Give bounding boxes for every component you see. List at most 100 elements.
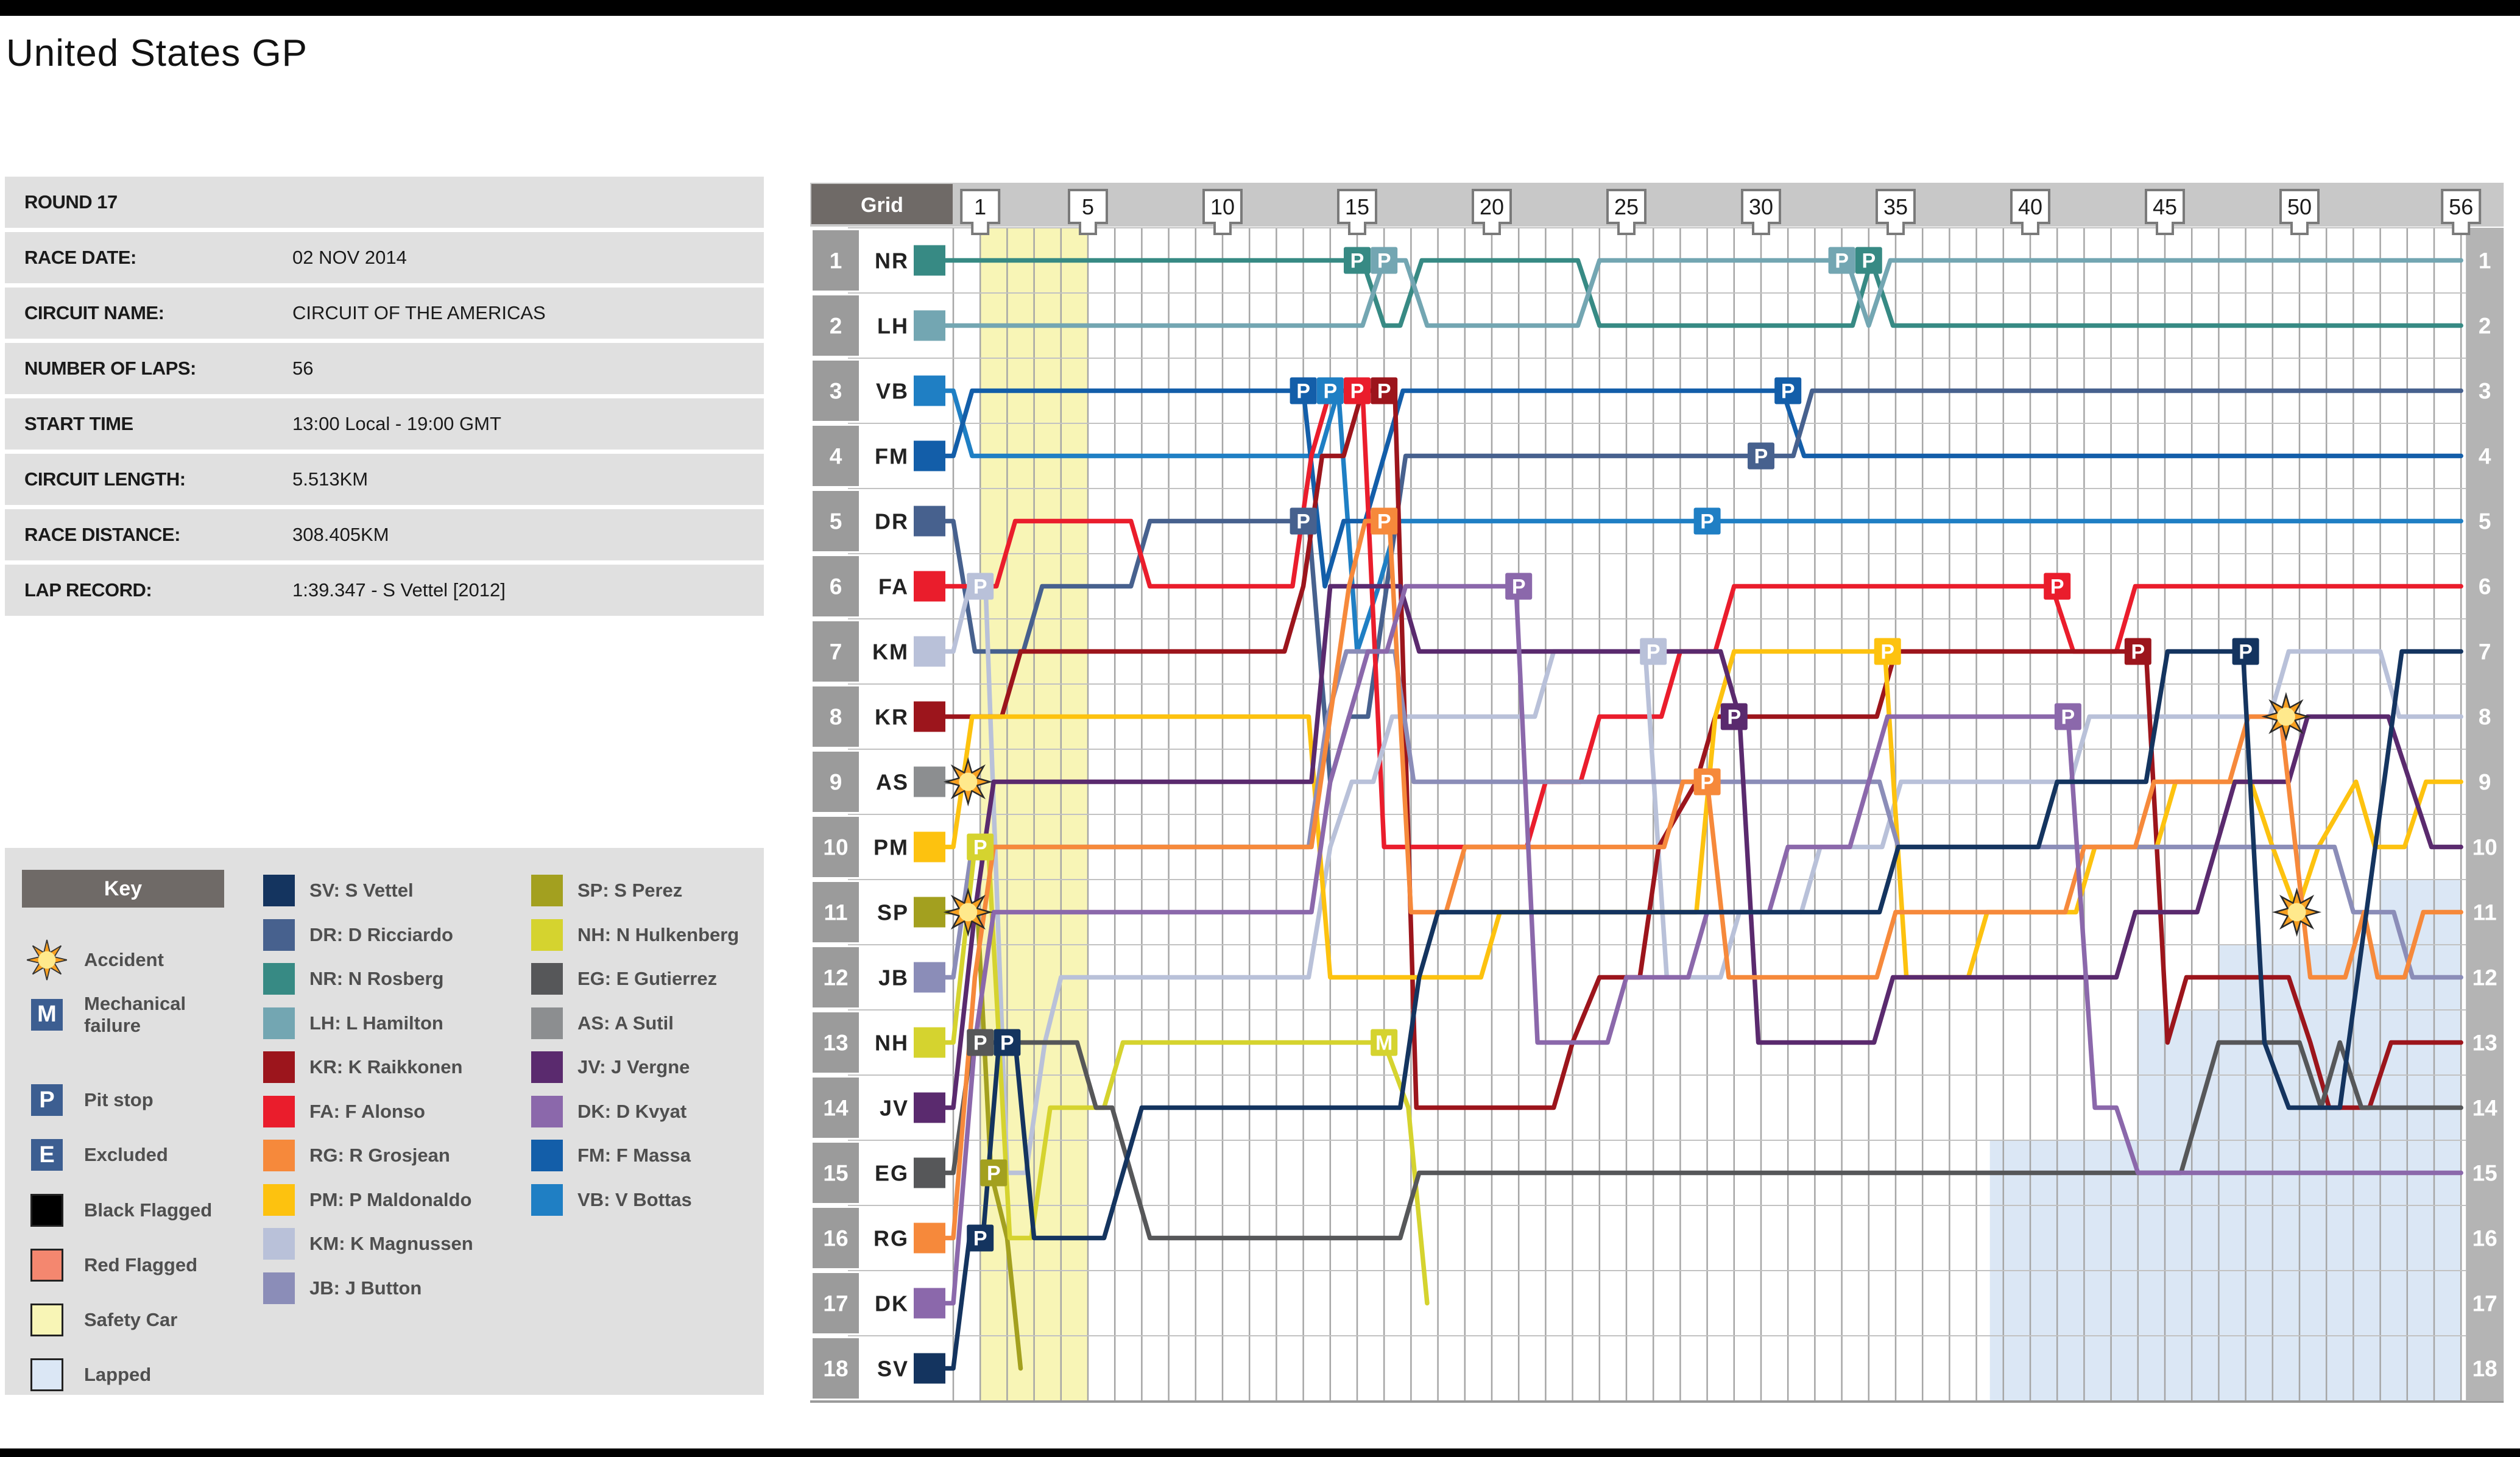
row-driver-code-sp: SP [877, 900, 909, 925]
lap-tick-tab-50 [2279, 189, 2320, 235]
legend-driver-label: LH: L Hamilton [309, 1012, 443, 1034]
key-item-pit-stop: P Pit stop [27, 1084, 154, 1116]
driver-color-swatch [263, 1051, 295, 1083]
info-label: RACE DISTANCE: [24, 524, 180, 545]
driver-color-swatch [263, 1140, 295, 1171]
left-position-box [813, 556, 859, 616]
row-driver-code-dr: DR [875, 509, 909, 534]
row-driver-code-jb: JB [878, 965, 909, 990]
legend-driver-label: JB: J Button [309, 1277, 422, 1299]
row-driver-code-rg: RG [874, 1226, 909, 1251]
badge-letter: P [1754, 445, 1768, 468]
legend-driver-label: RG: R Grosjean [309, 1145, 450, 1166]
right-position-number: 7 [2479, 640, 2491, 665]
driver-color-swatch [531, 1007, 563, 1039]
chart-header-bar [810, 183, 2504, 227]
lap-tick-tab-10 [1202, 189, 1243, 235]
lap-tick-label: 15 [1345, 194, 1369, 219]
badge-letter: P [1377, 380, 1391, 403]
legend-driver-label: SP: S Perez [577, 880, 683, 901]
row-driver-code-lh: LH [877, 314, 909, 339]
badge-letter: M [1375, 1032, 1392, 1055]
legend-driver-label: KM: K Magnussen [309, 1233, 473, 1254]
lap-tick-tab-1 [960, 189, 1001, 235]
badge-letter: P [1700, 510, 1714, 534]
lap-tick-tab-56 [2441, 189, 2482, 235]
row-driver-swatch-dr [914, 506, 945, 537]
right-position-number: 12 [2472, 965, 2497, 990]
legend-driver-label: EG: E Gutierrez [577, 968, 718, 989]
left-position-box [813, 817, 859, 877]
driver-color-swatch [531, 1140, 563, 1171]
swatch-icon [27, 1304, 67, 1336]
legend-driver-jb: JB: J Button [263, 1272, 422, 1304]
right-position-number: 17 [2472, 1291, 2497, 1316]
left-position-box [813, 947, 859, 1007]
legend-driver-label: JV: J Vergne [577, 1056, 690, 1078]
key-item-safety-car: Safety Car [27, 1304, 177, 1336]
right-position-number: 13 [2472, 1031, 2497, 1056]
legend-driver-label: FA: F Alonso [309, 1100, 425, 1122]
pit-badge-fa [1344, 377, 1371, 404]
info-value: CIRCUIT OF THE AMERICAS [292, 302, 546, 323]
badge-letter: P [1377, 250, 1391, 273]
legend-driver-label: FM: F Massa [577, 1145, 691, 1166]
row-driver-swatch-fa [914, 571, 945, 602]
row-driver-swatch-sp [914, 897, 945, 928]
accident-icon [27, 938, 67, 982]
driver-color-swatch [531, 1184, 563, 1216]
key-item-label: Excluded [84, 1144, 168, 1166]
legend-driver-lh: LH: L Hamilton [263, 1007, 443, 1039]
legend-driver-fm: FM: F Massa [531, 1140, 691, 1171]
bottom-black-bar [0, 1448, 2520, 1457]
left-position-number: 7 [830, 640, 842, 665]
pit-badge-sp [980, 1159, 1008, 1187]
row-driver-code-fm: FM [875, 444, 909, 469]
key-item-label: Accident [84, 949, 164, 971]
lap-tick-tab-45 [2145, 189, 2185, 235]
left-position-box [813, 1078, 859, 1138]
badge-letter: P [2239, 641, 2253, 664]
row-driver-code-nr: NR [875, 249, 909, 273]
pit-badge-dr [1290, 507, 1317, 535]
status-swatch-icon [30, 1304, 63, 1336]
legend-driver-kr: KR: K Raikkonen [263, 1051, 462, 1083]
left-position-box [813, 686, 859, 747]
legend-driver-km: KM: K Magnussen [263, 1228, 473, 1260]
info-label: CIRCUIT NAME: [24, 302, 164, 323]
right-position-number: 18 [2472, 1356, 2497, 1381]
info-label: RACE DATE: [24, 247, 136, 268]
lap-tick-label: 40 [2018, 194, 2042, 219]
right-position-number: 5 [2479, 509, 2491, 534]
row-driver-swatch-as [914, 766, 945, 797]
row-driver-swatch-rg [914, 1222, 945, 1254]
pit-badge-vb [1693, 507, 1721, 535]
left-position-box [813, 491, 859, 551]
pit-badge-sv [967, 1224, 994, 1252]
left-position-number: 13 [823, 1031, 848, 1056]
pit-badge-fa [2044, 573, 2071, 600]
legend-driver-label: DK: D Kvyat [577, 1100, 687, 1122]
pit-badge-kr [2124, 638, 2151, 665]
key-item-lapped: Lapped [27, 1358, 151, 1391]
left-position-number: 15 [823, 1161, 848, 1186]
right-position-number: 6 [2479, 574, 2491, 599]
badge-letter: P [1512, 576, 1526, 599]
mechanical-badge-nh [1371, 1029, 1398, 1056]
accident-sun-icon [27, 939, 67, 981]
key-item-label: Safety Car [84, 1309, 178, 1331]
pit-badge-icon: P [31, 1084, 63, 1116]
badge-letter: P [1781, 380, 1795, 403]
key-item-mechanical-failure: M Mechanical failure [27, 993, 186, 1036]
pit-badge-dk [2054, 703, 2081, 730]
right-position-number: 2 [2479, 314, 2491, 339]
pit-badge-dr [1748, 442, 1774, 470]
info-label: NUMBER OF LAPS: [24, 358, 196, 379]
pit-badge-sv [994, 1029, 1021, 1056]
right-position-number: 4 [2479, 444, 2491, 469]
trace-rg [943, 518, 2463, 1241]
pit-badge-km [1640, 638, 1667, 665]
key-item-label: Mechanical failure [84, 993, 186, 1036]
info-row-start-time: START TIME 13:00 Local - 19:00 GMT [5, 398, 764, 450]
accident-marker-core [959, 903, 978, 922]
